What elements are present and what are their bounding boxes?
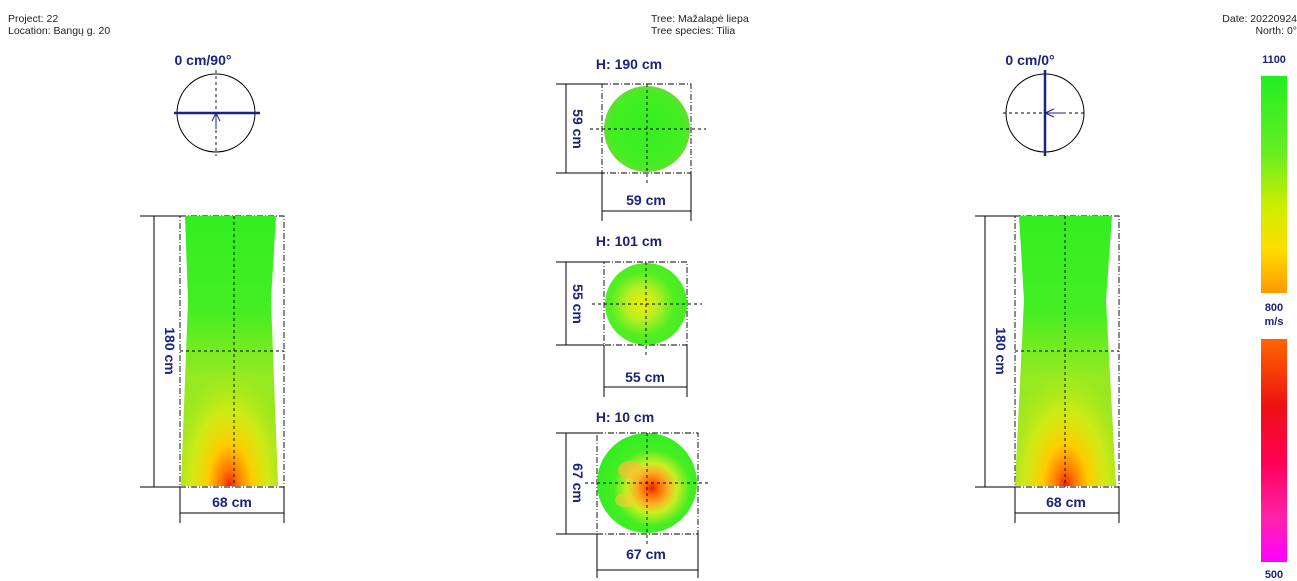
velocity-legend: 1100 800 m/s 500: [1261, 54, 1287, 581]
left-angle-label: 0 cm/90°: [175, 52, 232, 68]
left-elevation-view: 0 cm/90° 180 cm 68 cm: [140, 52, 285, 523]
section-10: H: 10 cm 67 cm 67 cm: [556, 409, 708, 578]
legend-unit-label: m/s: [1265, 316, 1284, 328]
section-101: H: 101 cm 55 cm 55 cm: [556, 233, 702, 397]
legend-lower-bar: [1261, 339, 1287, 562]
header-center: Tree: Mažalapė liepa Tree species: Tilia: [651, 13, 749, 37]
right-elevation-view: 0 cm/0° 180 cm 68 cm: [975, 52, 1120, 523]
legend-max-label: 1100: [1262, 54, 1286, 66]
section-190-width-label: 59 cm: [626, 192, 666, 208]
section-10-title: H: 10 cm: [596, 409, 654, 425]
legend-upper-bar: [1261, 76, 1287, 293]
tree-label: Tree: Mažalapė liepa: [651, 13, 749, 25]
section-101-height-label: 55 cm: [570, 284, 586, 324]
north-label: North: 0°: [1255, 25, 1297, 37]
section-190: H: 190 cm 59 cm 59 cm: [556, 56, 706, 221]
project-label: Project: 22: [8, 13, 59, 25]
left-height-label: 180 cm: [162, 327, 178, 374]
section-101-title: H: 101 cm: [596, 233, 662, 249]
location-label: Location: Bangų g. 20: [8, 25, 111, 37]
legend-mid-label: 800: [1265, 302, 1283, 314]
section-10-height-label: 67 cm: [570, 463, 586, 503]
right-angle-label: 0 cm/0°: [1005, 52, 1054, 68]
header-left: Project: 22 Location: Bangų g. 20: [8, 13, 110, 37]
left-width-label: 68 cm: [212, 494, 252, 510]
right-compass-icon: [1003, 70, 1087, 156]
right-width-label: 68 cm: [1046, 494, 1086, 510]
section-190-height-label: 59 cm: [570, 109, 586, 149]
species-label: Tree species: Tilia: [651, 25, 736, 37]
section-190-title: H: 190 cm: [596, 56, 662, 72]
date-label: Date: 20220924: [1222, 13, 1297, 25]
right-height-label: 180 cm: [993, 327, 1009, 374]
header-right: Date: 20220924 North: 0°: [1222, 13, 1297, 37]
legend-min-label: 500: [1265, 569, 1283, 581]
left-compass-icon: [174, 70, 260, 156]
section-101-width-label: 55 cm: [625, 369, 665, 385]
section-10-width-label: 67 cm: [626, 546, 666, 562]
